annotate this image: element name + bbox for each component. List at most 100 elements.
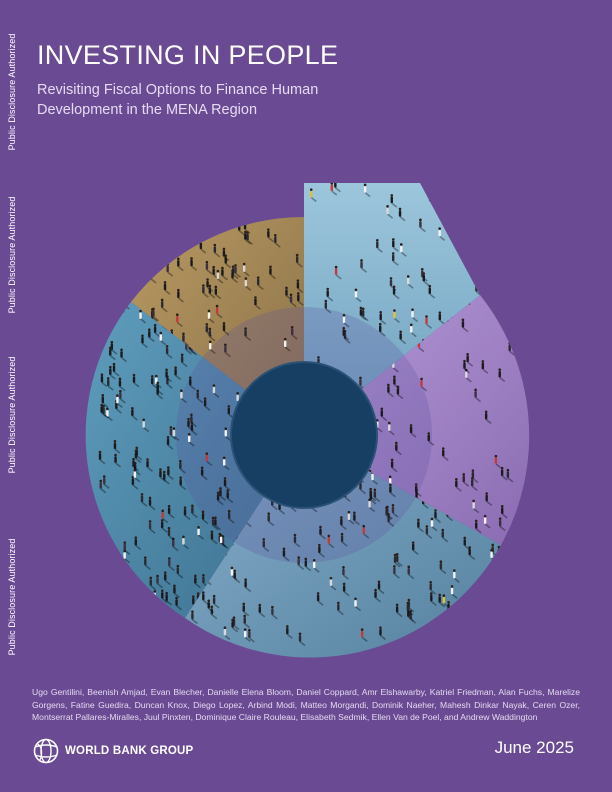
person-figure [392, 240, 395, 248]
person-shadow [245, 522, 252, 528]
person-shadow [168, 513, 175, 519]
person-head [499, 595, 501, 599]
person-head [212, 594, 216, 598]
person-figure [415, 491, 418, 498]
person-head [212, 384, 216, 387]
person-shadow [154, 598, 161, 604]
person-figure [148, 522, 152, 530]
person-shadow [291, 334, 298, 340]
person-shadow [502, 638, 507, 642]
person-shadow [216, 313, 223, 319]
person-shadow [166, 383, 173, 390]
person-figure [223, 628, 227, 636]
person-head [271, 605, 274, 609]
person-head [406, 601, 410, 605]
person-head [120, 348, 123, 352]
person-figure [407, 610, 410, 617]
person-figure [399, 333, 402, 340]
person-shadow [217, 499, 224, 506]
person-shadow [163, 479, 170, 485]
person-shadow [244, 636, 251, 642]
person-shadow [182, 340, 189, 347]
person-head [295, 253, 299, 257]
person-head [438, 593, 441, 597]
person-figure [207, 312, 211, 319]
person-head [112, 362, 116, 366]
person-shadow [99, 459, 106, 465]
person-shadow [359, 488, 366, 495]
person-head [465, 257, 469, 260]
person-shadow [101, 412, 108, 418]
person-figure [500, 469, 504, 476]
person-figure [116, 567, 119, 575]
person-head [230, 566, 234, 570]
person-shadow [361, 267, 368, 273]
person-shadow [208, 607, 215, 614]
person-figure [256, 278, 260, 286]
person-head [221, 535, 225, 538]
person-figure [463, 539, 466, 546]
person-figure [174, 369, 177, 376]
person-figure [450, 587, 454, 595]
person-shadow [426, 323, 433, 329]
person-figure [392, 288, 396, 295]
person-head [391, 252, 395, 255]
person-shadow [141, 501, 148, 507]
person-figure [334, 183, 337, 188]
person-shadow [222, 543, 229, 549]
person-shadow [215, 294, 222, 300]
person-figure [494, 617, 497, 624]
person-head [393, 565, 396, 568]
person-shadow [211, 539, 218, 545]
person-figure [153, 326, 157, 333]
person-head [484, 410, 488, 414]
person-head [205, 323, 209, 326]
person-figure [161, 512, 164, 519]
person-head [208, 327, 212, 331]
person-shadow [232, 273, 239, 280]
person-shadow [224, 634, 231, 641]
person-figure [326, 290, 329, 297]
person-head [373, 488, 377, 492]
person-figure [209, 343, 212, 350]
person-head [395, 441, 398, 445]
person-figure [196, 392, 199, 399]
person-shadow [475, 528, 482, 534]
person-figure [205, 222, 209, 230]
person-head [391, 238, 395, 241]
person-shadow [374, 496, 381, 503]
person-figure [393, 556, 397, 563]
person-head [447, 601, 450, 604]
person-shadow [153, 248, 160, 254]
person-figure [142, 421, 145, 428]
person-shadow [497, 585, 501, 592]
person-head [269, 265, 272, 269]
person-head [498, 517, 502, 520]
person-figure [393, 567, 396, 575]
person-head [99, 479, 103, 483]
person-shadow [388, 521, 395, 527]
person-figure [189, 378, 192, 386]
person-figure [242, 605, 245, 612]
person-shadow [225, 435, 232, 442]
person-figure [224, 430, 227, 437]
person-shadow [191, 512, 198, 519]
person-head [187, 432, 191, 436]
person-head [222, 322, 226, 325]
person-figure [490, 551, 493, 559]
person-head [208, 340, 212, 344]
person-figure [289, 296, 293, 303]
person-head [296, 279, 300, 282]
person-shadow [213, 603, 220, 609]
person-shadow [121, 356, 128, 363]
person-head [244, 578, 247, 582]
person-head [337, 601, 340, 605]
person-head [153, 590, 157, 593]
person-shadow [392, 512, 399, 518]
person-figure [390, 196, 393, 204]
person-shadow [263, 546, 270, 552]
person-head [428, 284, 432, 288]
person-head [196, 592, 200, 595]
person-shadow [294, 542, 301, 548]
person-shadow [442, 455, 449, 461]
